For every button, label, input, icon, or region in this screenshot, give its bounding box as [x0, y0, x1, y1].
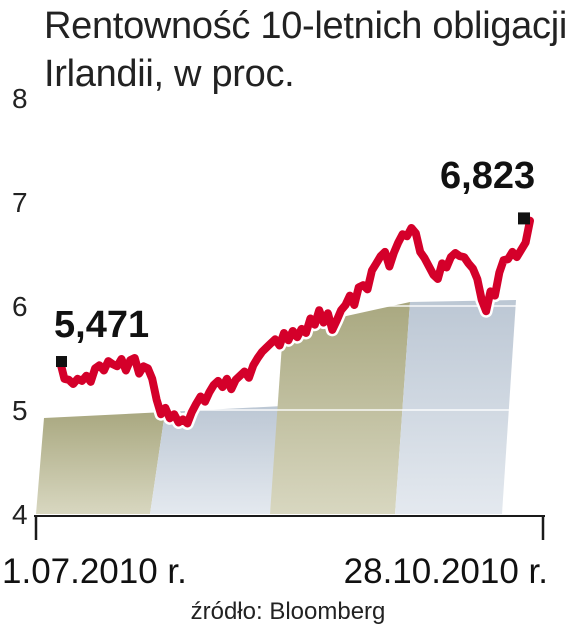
y-tick-label: 4: [12, 499, 28, 530]
band-olive-1: [36, 412, 165, 514]
band-blue-2: [395, 300, 516, 514]
x-axis: [34, 515, 545, 540]
gridlines: [40, 201, 520, 411]
start-marker: [56, 356, 67, 368]
band-blue-1: [150, 406, 283, 514]
source-note: źródło: Bloomberg: [190, 598, 386, 625]
series-line: [56, 216, 534, 428]
x-label-end: 28.10.2010 r.: [344, 552, 548, 591]
series-group: [53, 214, 537, 430]
end-marker: [518, 212, 530, 225]
markers: [56, 212, 530, 368]
y-tick-label: 8: [12, 83, 28, 114]
chart-title: Rentowność 10-letnich obligacji Irlandii…: [44, 5, 567, 95]
end-value-label: 6,823: [440, 155, 535, 197]
y-tick-label: 7: [12, 187, 28, 218]
y-tick-label: 5: [12, 395, 28, 426]
y-tick-label: 6: [12, 291, 28, 322]
x-label-start: 1.07.2010 r.: [2, 552, 187, 591]
start-value-label: 5,471: [54, 304, 149, 346]
y-axis: 4 5 6 7 8: [12, 83, 28, 530]
background-bands: [36, 300, 516, 514]
band-olive-2: [270, 302, 410, 514]
